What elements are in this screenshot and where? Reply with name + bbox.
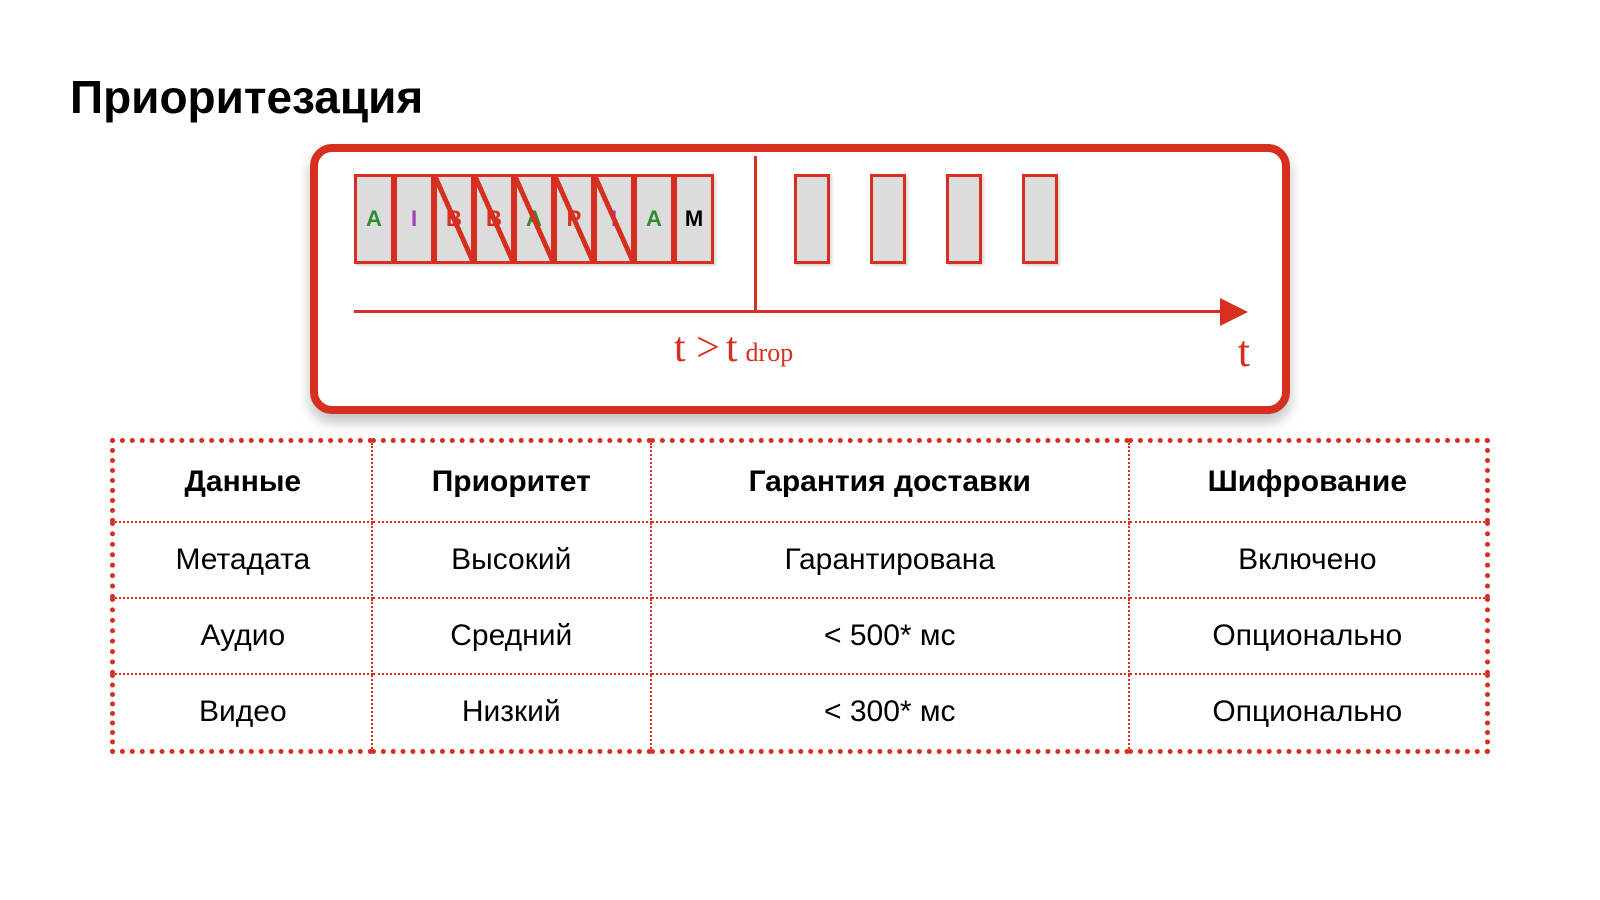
packet: A	[354, 174, 394, 264]
table-cell: Метадата	[113, 522, 372, 598]
table-cell: Опционально	[1129, 598, 1488, 674]
axis-arrowhead-icon	[1220, 298, 1248, 326]
table-header: Данные	[113, 441, 372, 523]
packet: A	[514, 174, 554, 264]
table-cell: < 300* мс	[651, 674, 1129, 752]
axis-line	[354, 310, 1236, 313]
axis-cond-sub: drop	[746, 338, 794, 368]
panel-container: AIBBAPIAM t t > t drop	[70, 144, 1530, 414]
table-cell: Видео	[113, 674, 372, 752]
packets-row: AIBBAPIAM	[354, 174, 1246, 284]
table-header: Приоритет	[372, 441, 651, 523]
table-header: Гарантия доставки	[651, 441, 1129, 523]
table-header: Шифрование	[1129, 441, 1488, 523]
packet-empty	[946, 174, 982, 264]
packet: B	[474, 174, 514, 264]
table-cell: Опционально	[1129, 674, 1488, 752]
axis-cond-right: t	[726, 324, 738, 372]
table-cell: Низкий	[372, 674, 651, 752]
axis-label-condition: t > t drop	[674, 324, 793, 372]
timeline-panel: AIBBAPIAM t t > t drop	[310, 144, 1290, 414]
axis-area: t t > t drop	[354, 284, 1246, 384]
table-cell: Включено	[1129, 522, 1488, 598]
axis-label-t: t	[1238, 326, 1250, 377]
time-divider	[754, 156, 757, 312]
priority-table: ДанныеПриоритетГарантия доставкиШифрован…	[110, 438, 1490, 754]
packet: I	[394, 174, 434, 264]
packet: A	[634, 174, 674, 264]
table-cell: < 500* мс	[651, 598, 1129, 674]
table-row: АудиоСредний< 500* мсОпционально	[113, 598, 1488, 674]
packet-empty	[794, 174, 830, 264]
slide: Приоритезация AIBBAPIAM t t > t drop Дан…	[0, 0, 1600, 754]
packet: B	[434, 174, 474, 264]
priority-table-wrap: ДанныеПриоритетГарантия доставкиШифрован…	[70, 438, 1530, 754]
packet-empty	[1022, 174, 1058, 264]
packet-empty	[870, 174, 906, 264]
packet: M	[674, 174, 714, 264]
table-row: ВидеоНизкий< 300* мсОпционально	[113, 674, 1488, 752]
packet: P	[554, 174, 594, 264]
page-title: Приоритезация	[70, 70, 1530, 124]
packet: I	[594, 174, 634, 264]
table-cell: Средний	[372, 598, 651, 674]
table-row: МетадатаВысокийГарантированаВключено	[113, 522, 1488, 598]
table-cell: Высокий	[372, 522, 651, 598]
table-cell: Аудио	[113, 598, 372, 674]
table-cell: Гарантирована	[651, 522, 1129, 598]
axis-cond-left: t >	[674, 324, 720, 372]
